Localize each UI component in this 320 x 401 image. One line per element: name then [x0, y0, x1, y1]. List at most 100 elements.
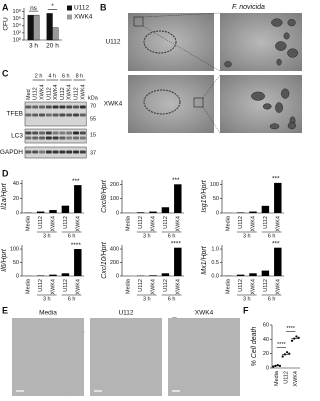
band	[59, 131, 66, 135]
panel-label: C	[2, 68, 9, 78]
group-label: 6 h	[68, 233, 76, 239]
column-label: U112	[118, 310, 133, 317]
dot	[286, 351, 289, 354]
bar	[174, 247, 182, 276]
group-label: 6 h	[68, 296, 76, 302]
blot	[24, 128, 87, 144]
protein-label: TFEB	[6, 111, 23, 118]
marker-label: 15	[90, 132, 96, 138]
x-tick-label: XWK4	[175, 279, 181, 295]
bar	[52, 27, 59, 41]
band	[59, 150, 66, 154]
x-tick-label: XWK4	[150, 216, 156, 232]
y-tick-label: 0	[16, 273, 19, 279]
unit-label: kDa	[88, 95, 99, 101]
x-tick-label: XWK4	[75, 279, 81, 295]
y-tick-label: 40	[13, 181, 19, 187]
vacuole	[283, 32, 290, 40]
x-tick-label: XWK4	[175, 216, 181, 232]
vacuole	[271, 18, 283, 27]
band	[25, 113, 32, 117]
x-tick-label: U112	[163, 216, 169, 229]
y-tick-label: 40	[263, 337, 269, 343]
vacuole	[275, 41, 287, 51]
time-label: 8 h	[76, 73, 84, 79]
x-tick-label: XWK4	[75, 216, 81, 232]
panel-label: B	[100, 2, 107, 12]
band	[66, 113, 73, 117]
marker-label: 70	[90, 103, 96, 109]
x-tick-label: U112	[63, 216, 69, 229]
time-label: 4 h	[48, 73, 56, 79]
micrograph	[168, 318, 240, 396]
zoom-line	[142, 12, 221, 18]
lane-label: XWK4	[67, 84, 73, 100]
bar	[74, 185, 82, 213]
annotation: ***	[272, 176, 280, 183]
band	[45, 131, 52, 135]
vacuole	[269, 123, 280, 130]
bar	[236, 274, 245, 276]
bar	[174, 184, 182, 213]
band	[52, 136, 59, 140]
annotation: ***	[72, 178, 80, 185]
group-label: 6 h	[268, 296, 276, 302]
dot	[295, 335, 298, 338]
bar	[49, 210, 57, 213]
group-label: 6 h	[168, 233, 176, 239]
micrograph	[90, 318, 162, 396]
protein-label: LC3	[11, 133, 23, 140]
band	[66, 105, 73, 109]
band	[73, 113, 79, 117]
vacuole	[224, 61, 232, 68]
y-tick-label: 10⁴	[13, 22, 22, 29]
y-tick-label: 0	[116, 273, 119, 279]
annotation: ns	[30, 5, 38, 12]
y-tick-label: 1.0	[211, 246, 219, 252]
vacuole	[281, 88, 290, 99]
band	[52, 105, 59, 109]
x-tick-label: U112	[238, 216, 244, 229]
x-tick-label: XWK4	[293, 371, 299, 387]
bar	[149, 275, 157, 276]
bar	[61, 273, 70, 276]
band	[32, 150, 39, 154]
marker-label: 37	[90, 150, 96, 156]
lane-label: U112	[73, 87, 79, 100]
bar	[236, 212, 245, 213]
micrograph	[12, 318, 84, 396]
band	[45, 105, 52, 109]
bar	[161, 207, 170, 213]
vacuole	[251, 91, 265, 101]
x-tick-label: XWK4	[250, 279, 256, 295]
band	[39, 131, 45, 135]
y-tick-label: 0.5	[211, 260, 219, 266]
x-tick-label: U112	[263, 216, 269, 229]
bar	[149, 211, 157, 213]
x-tick-label: U112	[263, 279, 269, 292]
annotation: ***	[172, 177, 180, 184]
band	[79, 150, 86, 154]
band	[32, 105, 39, 109]
x-tick-label: XWK4	[250, 216, 256, 232]
x-tick-label: 20 h	[46, 43, 59, 50]
y-tick-label: 100	[210, 182, 219, 188]
lane-label: U112	[60, 87, 66, 100]
panel-label: A	[2, 2, 9, 12]
y-axis-label: Cxcl8/Hprt	[101, 179, 108, 213]
band	[79, 113, 86, 117]
y-axis-label: Il6/Hprt	[1, 248, 8, 272]
group-label: 3 h	[43, 296, 51, 302]
annotation: ****	[286, 326, 295, 332]
band	[45, 150, 52, 154]
band	[25, 105, 32, 109]
x-tick-label: Media	[226, 278, 232, 294]
x-tick-label: U112	[38, 216, 44, 229]
row-label: XWK4	[104, 101, 123, 108]
y-tick-label: 0	[266, 365, 269, 371]
y-tick-label: 200	[110, 260, 119, 266]
micrograph	[220, 75, 302, 133]
legend-label: U112	[74, 5, 89, 12]
y-tick-label: 20	[263, 351, 269, 357]
legend-swatch	[67, 5, 72, 11]
